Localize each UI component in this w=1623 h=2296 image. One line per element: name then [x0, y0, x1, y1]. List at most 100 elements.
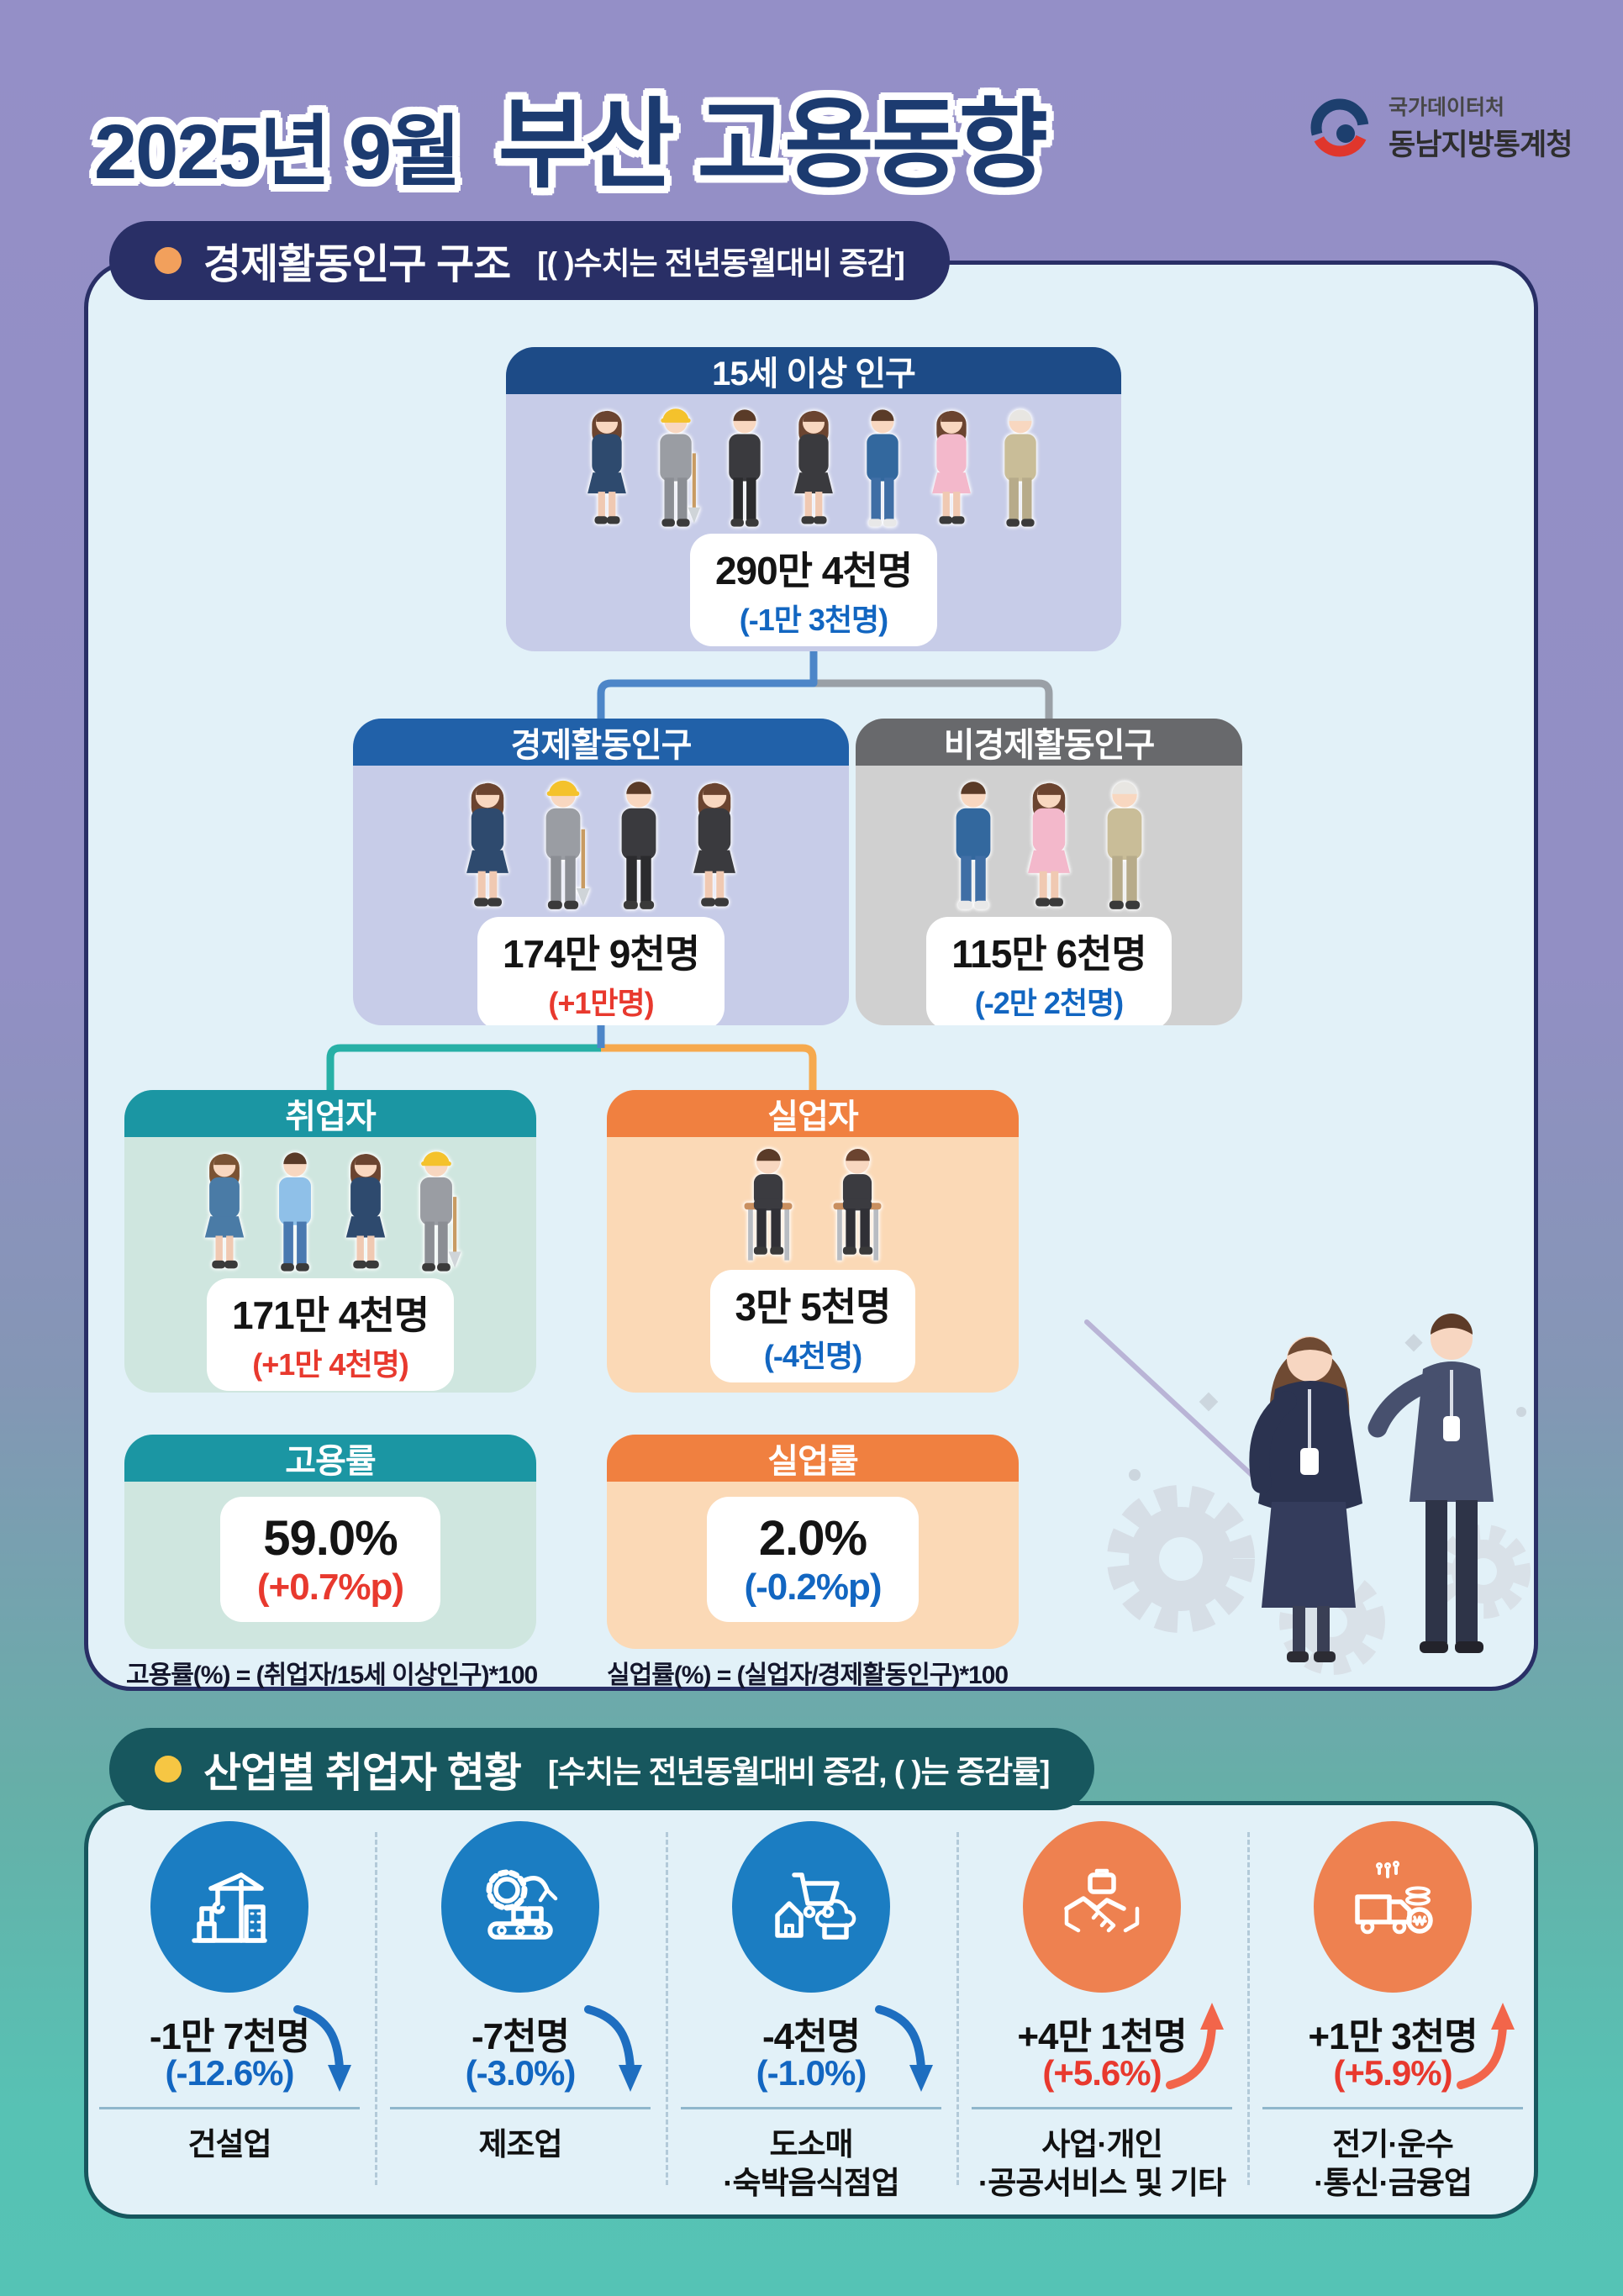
node-unemployment-rate: 실업률 2.0% (-0.2%p): [607, 1435, 1019, 1649]
section1-note: [( )수치는 전년동월대비 증감]: [537, 246, 905, 281]
employment-rate-value: 59.0%: [263, 1511, 398, 1566]
node-title: 15세 이상 인구: [506, 347, 1121, 394]
industry-label: 전기·운수: [1332, 2127, 1453, 2162]
man-presenter-illustration: [1367, 1314, 1494, 1653]
page-title: 2025년 9월 부산 고용동향: [94, 66, 1049, 207]
node-econ-inactive: 비경제활동인구 115만 6천명 (-2만 2천명): [856, 719, 1242, 1025]
employed-value: 171만 4천명: [231, 1293, 429, 1337]
title-period: 2025년 9월: [94, 109, 461, 195]
factory-robot-icon: [441, 1821, 599, 1993]
label-divider: [99, 2107, 360, 2109]
node-unemployed: 실업자 3만 5천명 (-4천명): [607, 1090, 1019, 1393]
section2-title: 산업별 취업자 현황: [203, 1750, 522, 1796]
node-title: 고용률: [124, 1435, 536, 1482]
construction-crane-icon: [150, 1821, 308, 1993]
industry-change-value: +4만 1천명: [1017, 2016, 1187, 2057]
econ-active-value: 174만 9천명: [502, 932, 700, 976]
transport-finance-icon: [1314, 1821, 1472, 1993]
logo-org-top: 국가데이터처: [1389, 96, 1505, 119]
value-box: 290만 4천명 (-1만 3천명): [689, 534, 938, 646]
agency-logo: 국가데이터처 동남지방통계청: [1304, 91, 1573, 164]
section2-note: [수치는 전년동월대비 증감, ( )는 증감률]: [547, 1755, 1051, 1789]
up-arrow-icon: [1166, 2003, 1224, 2089]
industry-column-services: +4만 1천명 (+5.6%) 사업·개인 ·공공서비스 및 기타: [956, 1801, 1247, 2210]
industry-change-value: -7천명: [471, 2016, 570, 2057]
industry-label-line2: ·통신·금융업: [1314, 2166, 1473, 2200]
industry-label-line2: ·숙박음식점업: [723, 2166, 900, 2200]
unemployed-value: 3만 5천명: [735, 1285, 892, 1329]
value-box: 174만 9천명 (+1만명): [477, 917, 725, 1025]
presenters-illustration: [1084, 1314, 1531, 1675]
logo-org-bottom: 동남지방통계청: [1389, 129, 1573, 161]
industry-column-construction: -1만 7천명 (-12.6%) 건설업: [84, 1801, 375, 2210]
employment-rate-change: (+0.7%p): [256, 1567, 404, 1608]
industry-label: 건설업: [187, 2127, 271, 2162]
woman-presenter-illustration: [1084, 1319, 1362, 1662]
value-box: 171만 4천명 (+1만 4천명): [206, 1278, 455, 1391]
column-divider: [375, 1832, 377, 2185]
node-title: 경제활동인구: [353, 719, 849, 766]
section1-title: 경제활동인구 구조: [203, 241, 511, 287]
industry-change-rate: (-1.0%): [756, 2053, 867, 2093]
node-econ-active: 경제활동인구 174만 9천명 (+1만명): [353, 719, 849, 1025]
econ-inactive-value: 115만 6천명: [951, 932, 1147, 976]
population-change: (-1만 3천명): [739, 603, 888, 637]
people-illustration: [728, 1137, 898, 1270]
econ-active-change: (+1만명): [548, 986, 654, 1020]
node-employed: 취업자 171만 4천명 (+1만 4천명): [124, 1090, 536, 1393]
population-value: 290만 4천명: [714, 549, 913, 592]
down-arrow-icon: [293, 2005, 351, 2092]
node-title: 취업자: [124, 1090, 536, 1137]
value-box: 2.0% (-0.2%p): [707, 1497, 919, 1622]
section1-heading: 경제활동인구 구조 [( )수치는 전년동월대비 증감]: [109, 221, 950, 300]
industry-column-retail-food: -4천명 (-1.0%) 도소매 ·숙박음식점업: [666, 1801, 956, 2210]
label-divider: [972, 2107, 1232, 2109]
down-arrow-icon: [584, 2005, 642, 2092]
industry-change-rate: (-3.0%): [465, 2053, 577, 2093]
industry-change-rate: (-12.6%): [165, 2053, 294, 2093]
industry-change-value: +1만 3천명: [1308, 2016, 1478, 2057]
label-divider: [1262, 2107, 1523, 2109]
industry-label: 제조업: [478, 2127, 562, 2162]
people-illustration: [940, 766, 1158, 917]
industry-label: 사업·개인: [1041, 2127, 1162, 2162]
people-illustration: [577, 394, 1051, 534]
bullet-dot-icon: [155, 247, 182, 274]
value-box: 3만 5천명 (-4천명): [709, 1270, 916, 1382]
unemployment-rate-formula: 실업률(%) = (실업자/경제활동인구)*100: [607, 1661, 1009, 1689]
node-title: 실업자: [607, 1090, 1019, 1137]
up-arrow-icon: [1457, 2003, 1515, 2089]
section2-heading: 산업별 취업자 현황 [수치는 전년동월대비 증감, ( )는 증감률]: [109, 1728, 1095, 1810]
bullet-dot-icon: [155, 1756, 182, 1783]
employed-change: (+1만 4천명): [252, 1347, 408, 1382]
title-main: 부산 고용동향: [498, 90, 1049, 199]
industry-change-value: -4천명: [761, 2016, 861, 2057]
industry-change-rate: (+5.9%): [1333, 2053, 1452, 2093]
label-divider: [390, 2107, 651, 2109]
unemployment-rate-change: (-0.2%p): [744, 1567, 882, 1608]
industry-label-line2: ·공공서비스 및 기타: [977, 2166, 1226, 2200]
econ-inactive-change: (-2만 2천명): [974, 986, 1124, 1020]
people-illustration: [454, 766, 748, 917]
people-illustration: [193, 1137, 467, 1278]
node-title: 비경제활동인구: [856, 719, 1242, 766]
industry-column-transport-finance: +1만 3천명 (+5.9%) 전기·운수 ·통신·금융업: [1247, 1801, 1538, 2210]
industry-change-value: -1만 7천명: [149, 2016, 310, 2057]
unemployment-rate-value: 2.0%: [758, 1511, 867, 1566]
government-emblem-icon: [1310, 98, 1369, 156]
column-divider: [1247, 1832, 1250, 2185]
industry-change-rate: (+5.6%): [1042, 2053, 1162, 2093]
node-population-15plus: 15세 이상 인구 290만 4천명 (-1만 3천명): [506, 347, 1121, 651]
unemployed-change: (-4천명): [763, 1339, 862, 1373]
value-box: 115만 6천명 (-2만 2천명): [926, 917, 1172, 1025]
industry-column-manufacturing: -7천명 (-3.0%) 제조업: [375, 1801, 666, 2210]
industry-label: 도소매: [769, 2127, 853, 2162]
node-employment-rate: 고용률 59.0% (+0.7%p): [124, 1435, 536, 1649]
down-arrow-icon: [875, 2005, 933, 2092]
label-divider: [681, 2107, 941, 2109]
retail-food-icon: [732, 1821, 890, 1993]
employment-rate-formula: 고용률(%) = (취업자/15세 이상인구)*100: [126, 1661, 538, 1689]
column-divider: [666, 1832, 668, 2185]
